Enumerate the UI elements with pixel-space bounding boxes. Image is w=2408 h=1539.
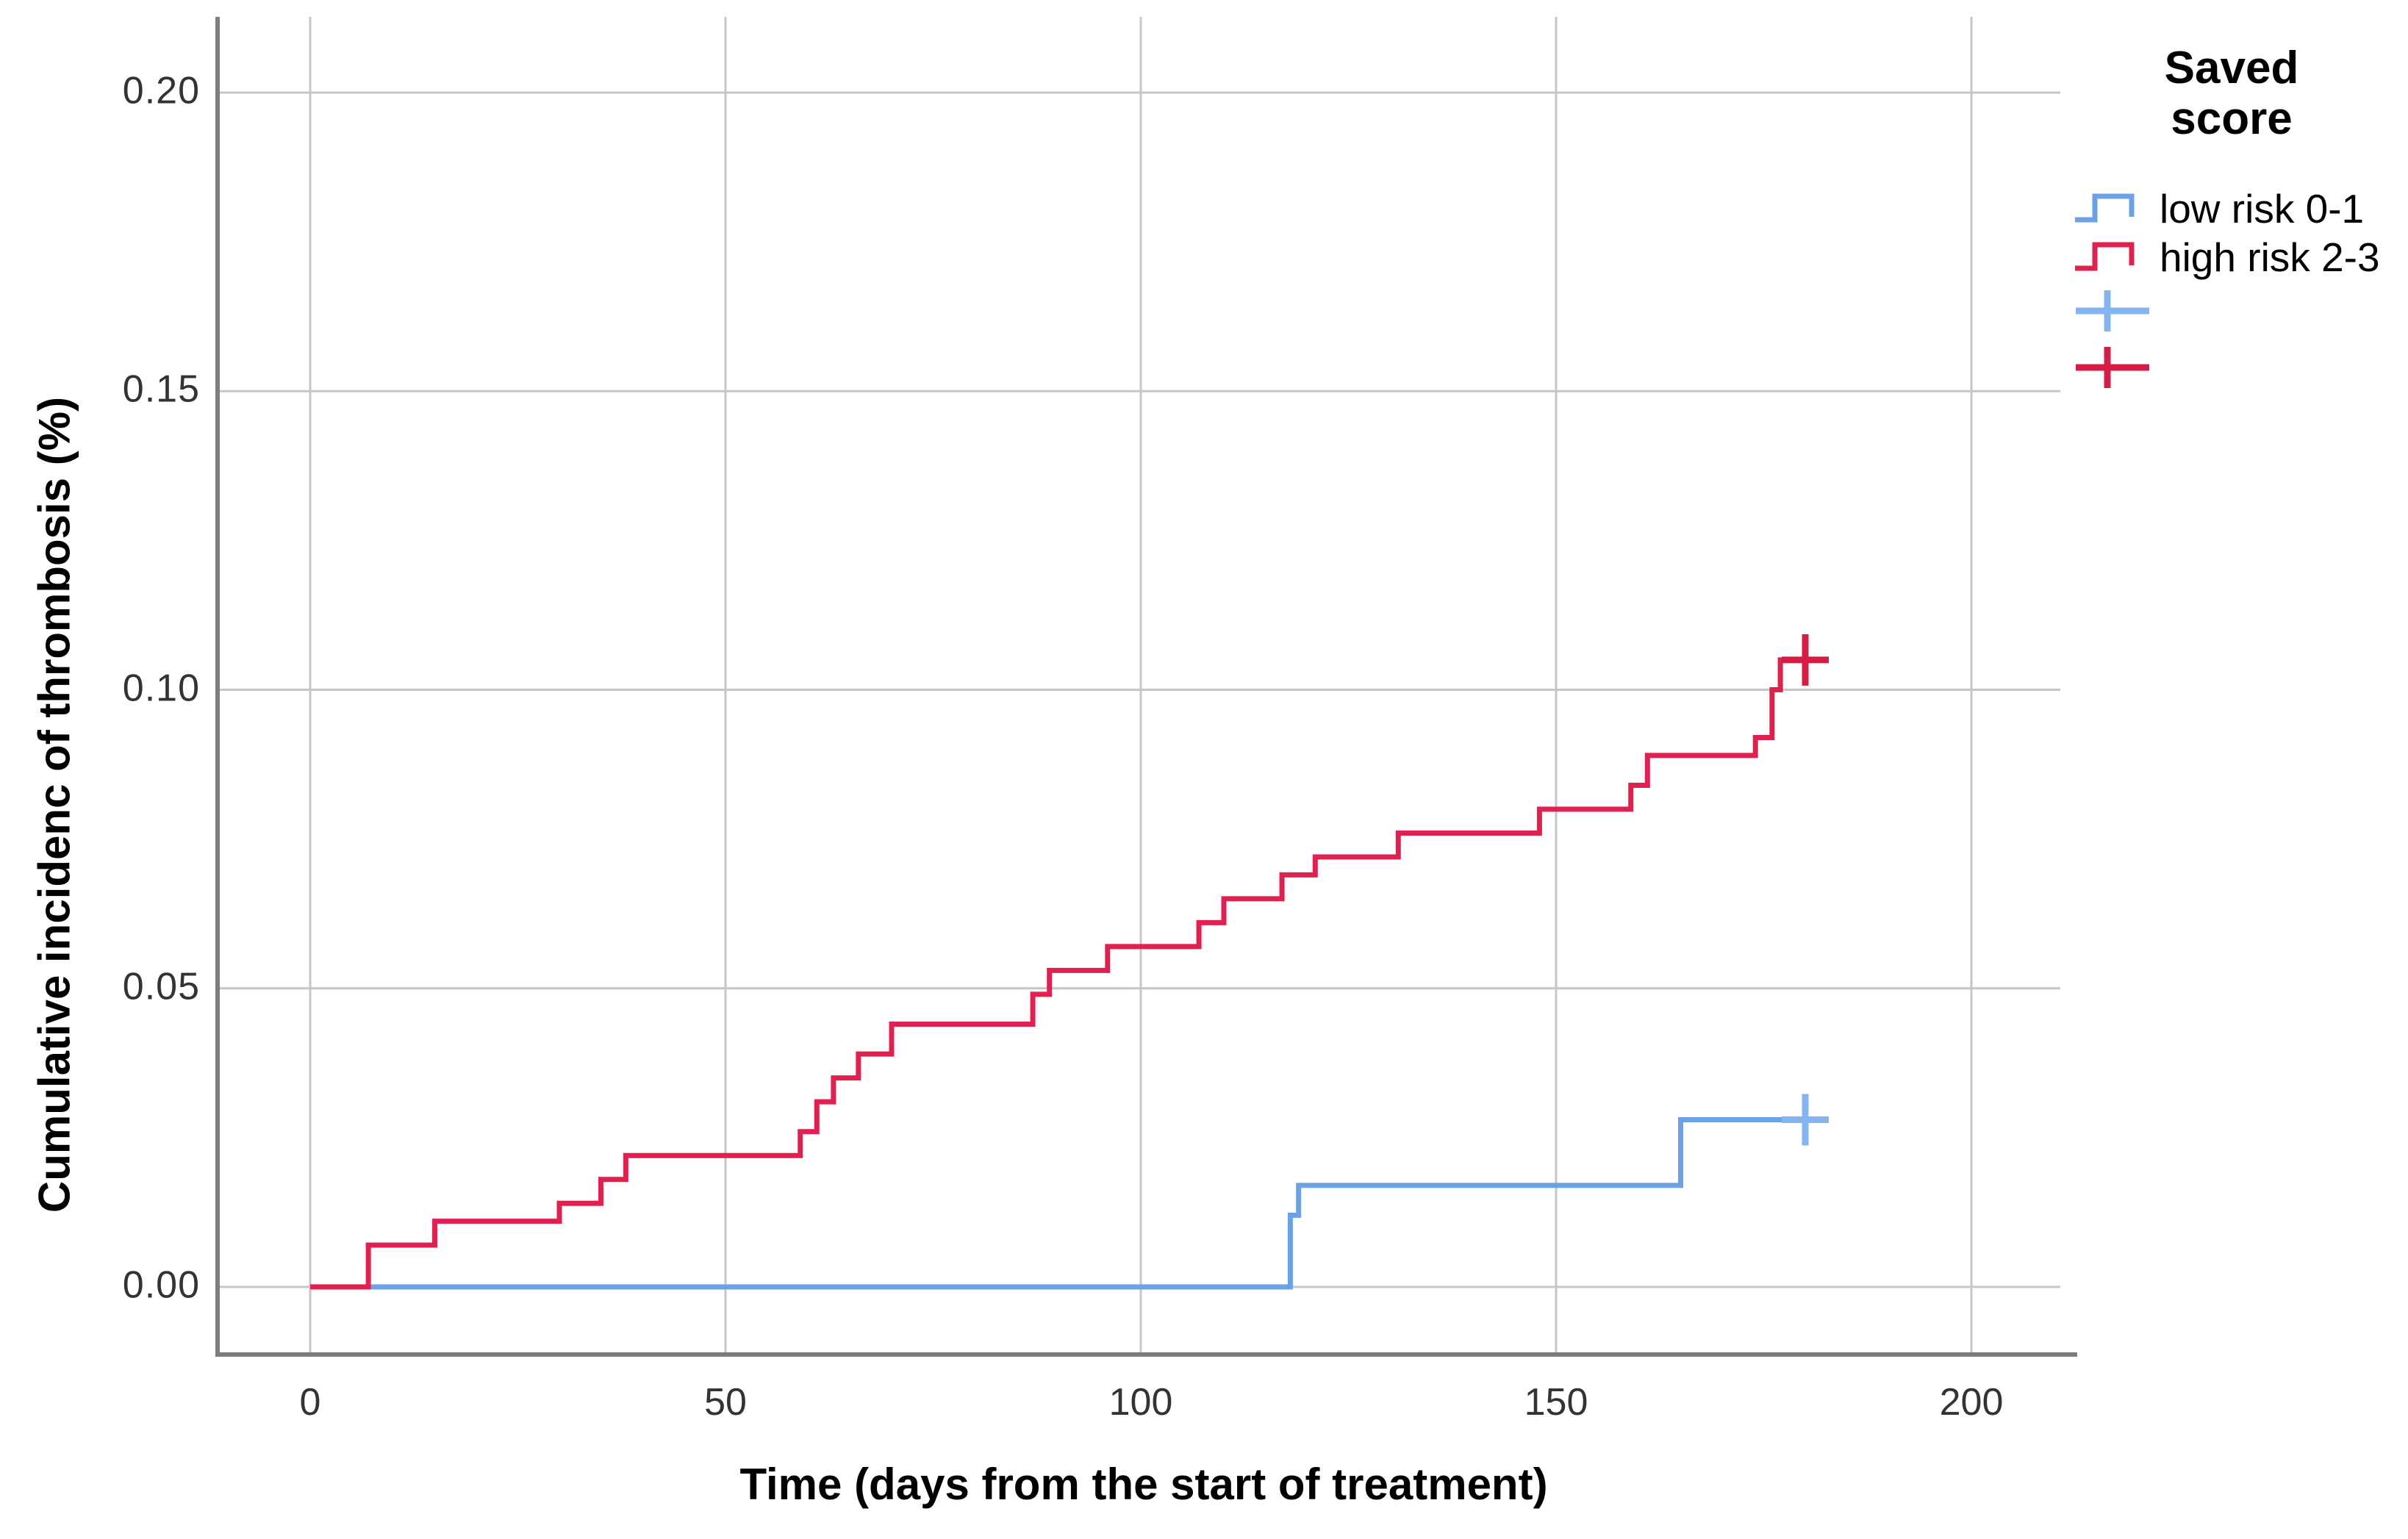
censor-cross-icon bbox=[2076, 347, 2149, 388]
x-axis-title: Time (days from the start of treatment) bbox=[739, 1460, 1548, 1509]
y-tick-label: 0.20 bbox=[122, 69, 200, 112]
y-tick-label: 0.15 bbox=[122, 367, 200, 411]
legend-item-label: low risk 0-1 bbox=[2160, 186, 2365, 232]
legend-title: Saved score bbox=[2164, 43, 2299, 145]
legend-item-high-risk-censor bbox=[2073, 345, 2155, 390]
legend-item-low-risk-censor bbox=[2073, 289, 2155, 333]
step-line-icon bbox=[2075, 242, 2135, 271]
step-line-icon bbox=[2075, 193, 2135, 223]
legend-item-high-risk: high risk 2-3 bbox=[2073, 234, 2380, 280]
x-tick-label: 0 bbox=[299, 1381, 321, 1424]
x-tick-label: 150 bbox=[1524, 1381, 1588, 1424]
legend-item-label: high risk 2-3 bbox=[2160, 234, 2380, 280]
y-tick-label: 0.00 bbox=[122, 1263, 200, 1307]
y-tick-label: 0.05 bbox=[122, 965, 200, 1008]
censor-markers bbox=[1782, 634, 1829, 1146]
y-tick-label: 0.10 bbox=[122, 667, 200, 710]
censor-marker-high-risk-2-3 bbox=[1782, 634, 1829, 686]
x-tick-label: 100 bbox=[1108, 1381, 1173, 1424]
axes bbox=[215, 17, 2077, 1357]
y-axis-title: Cumulative incidenc of thrombosis (%) bbox=[29, 396, 79, 1213]
series-line-high-risk-2-3 bbox=[310, 657, 1805, 1290]
legend: Saved score low risk 0-1 high risk 2-3 bbox=[2073, 43, 2408, 388]
x-tick-label: 50 bbox=[704, 1381, 747, 1424]
gridlines bbox=[220, 17, 2060, 1353]
censor-marker-low-risk-0-1 bbox=[1782, 1094, 1829, 1146]
censor-cross-icon bbox=[2076, 290, 2149, 331]
legend-item-low-risk: low risk 0-1 bbox=[2073, 186, 2365, 232]
series-line-low-risk-0-1 bbox=[310, 1117, 1805, 1290]
series-lines bbox=[310, 657, 1805, 1290]
x-tick-label: 200 bbox=[1939, 1381, 2004, 1424]
